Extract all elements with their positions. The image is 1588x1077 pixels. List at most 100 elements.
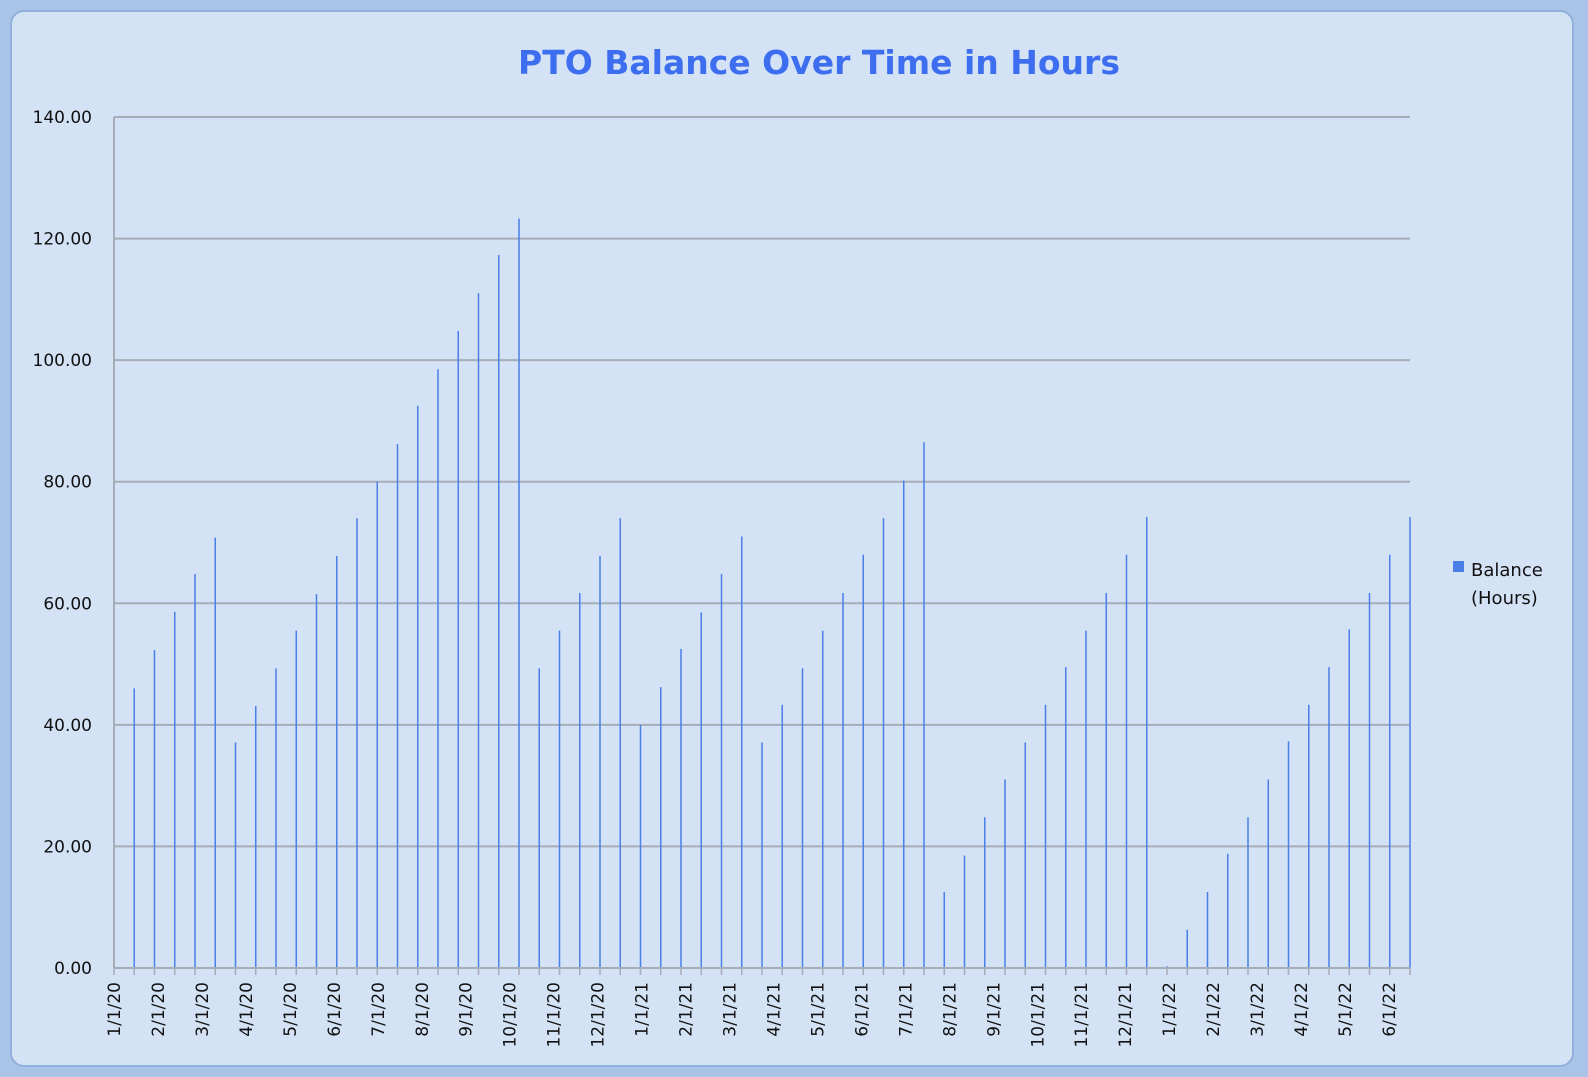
bar <box>1247 817 1249 968</box>
bar <box>963 855 966 968</box>
bar <box>1206 892 1209 968</box>
bar <box>1004 779 1006 968</box>
bar <box>315 594 318 968</box>
x-axis-tick-labels: 1/1/20 2/1/20 3/1/20 4/1/20 5/1/20 6/1/20 7/1/… <box>105 982 1400 1048</box>
x-tick-label: 4/1/22 <box>1292 982 1312 1037</box>
bar <box>295 630 297 968</box>
x-tick-label: 8/1/21 <box>940 982 960 1037</box>
bar <box>174 611 176 968</box>
bar <box>1328 667 1330 968</box>
x-tick-label: 1/1/20 <box>105 982 125 1037</box>
x-tick-label: 9/1/20 <box>457 982 477 1037</box>
bar <box>1227 853 1229 968</box>
x-tick-label: 6/1/21 <box>852 982 872 1037</box>
bar <box>741 536 743 968</box>
bar <box>538 668 540 968</box>
legend-swatch-balance <box>1453 561 1464 572</box>
bar <box>1308 704 1310 968</box>
legend: Balance (Hours) <box>1453 560 1543 609</box>
y-axis-tick-labels: 0.00 20.00 40.00 60.00 80.00 100.00 120.00 140.… <box>33 108 92 979</box>
x-tick-label: 2/1/21 <box>677 982 697 1037</box>
x-tick-label: 2/1/20 <box>149 982 169 1037</box>
bar <box>862 554 864 968</box>
y-tick-label: 80.00 <box>43 473 92 493</box>
bar <box>498 254 500 968</box>
x-tick-label: 4/1/20 <box>237 982 257 1037</box>
bar <box>842 592 844 968</box>
bar <box>1389 554 1391 968</box>
bar <box>639 724 642 968</box>
bar <box>437 369 439 968</box>
bar <box>882 518 885 968</box>
bar <box>903 480 905 968</box>
bar <box>133 688 135 968</box>
bar <box>781 704 783 968</box>
bar <box>1409 516 1411 968</box>
bar <box>599 555 601 968</box>
chart-title: PTO Balance Over Time in Hours <box>518 43 1120 82</box>
x-tick-label: 2/1/22 <box>1204 982 1224 1037</box>
bar <box>356 518 358 968</box>
bar <box>680 648 682 968</box>
bar <box>214 537 216 968</box>
bar <box>579 592 581 968</box>
bar <box>518 218 520 968</box>
x-tick-label: 5/1/21 <box>808 982 828 1037</box>
y-tick-label: 40.00 <box>43 716 92 736</box>
bar <box>720 574 723 968</box>
y-tick-label: 60.00 <box>43 594 92 614</box>
bar <box>1125 554 1128 968</box>
legend-label-line-1: Balance <box>1471 560 1543 581</box>
x-tick-label: 3/1/22 <box>1248 982 1268 1037</box>
bar <box>194 574 196 968</box>
x-tick-label: 1/1/21 <box>633 982 653 1037</box>
bar <box>619 518 621 968</box>
bar <box>1044 704 1047 968</box>
bar <box>1267 779 1269 968</box>
bar <box>417 405 419 968</box>
bar <box>1146 516 1148 968</box>
bar <box>660 687 662 968</box>
x-tick-label: 6/1/22 <box>1380 982 1400 1037</box>
bar <box>1085 630 1087 968</box>
bar <box>1105 592 1107 968</box>
bar <box>923 442 925 968</box>
bar <box>376 481 378 968</box>
bar <box>801 668 804 968</box>
bar <box>1186 929 1188 968</box>
x-tick-label: 3/1/21 <box>721 982 741 1037</box>
x-tick-label: 5/1/20 <box>281 982 301 1037</box>
x-tick-label: 11/1/20 <box>545 982 565 1048</box>
bar <box>761 742 763 968</box>
bar <box>1287 741 1290 968</box>
bar <box>457 330 459 969</box>
x-tick-label: 11/1/21 <box>1072 982 1092 1048</box>
y-tick-label: 20.00 <box>43 837 92 857</box>
bar <box>396 444 399 969</box>
chart-frame <box>10 10 1574 1067</box>
bar <box>1348 629 1350 968</box>
x-tick-label: 12/1/21 <box>1116 982 1136 1048</box>
x-tick-label: 6/1/20 <box>325 982 345 1037</box>
bar <box>822 630 824 968</box>
x-tick-label: 12/1/20 <box>589 982 609 1048</box>
bar <box>1368 592 1371 968</box>
bar <box>477 293 480 968</box>
x-tick-label: 9/1/21 <box>984 982 1004 1037</box>
bars <box>113 218 1411 969</box>
bar <box>336 555 338 968</box>
x-tick-label: 1/1/22 <box>1160 982 1180 1037</box>
bar <box>1024 742 1026 968</box>
legend-label-line-2: (Hours) <box>1471 588 1538 609</box>
x-tick-label: 7/1/21 <box>896 982 916 1037</box>
x-tick-label: 4/1/21 <box>764 982 784 1037</box>
bar <box>943 892 945 968</box>
bar <box>275 668 277 968</box>
bar <box>700 612 702 968</box>
x-tick-label: 8/1/20 <box>413 982 433 1037</box>
bar <box>1065 667 1067 968</box>
bar <box>255 706 257 968</box>
x-tick-label: 5/1/22 <box>1336 982 1356 1037</box>
bar <box>153 650 156 968</box>
bar <box>984 817 986 968</box>
